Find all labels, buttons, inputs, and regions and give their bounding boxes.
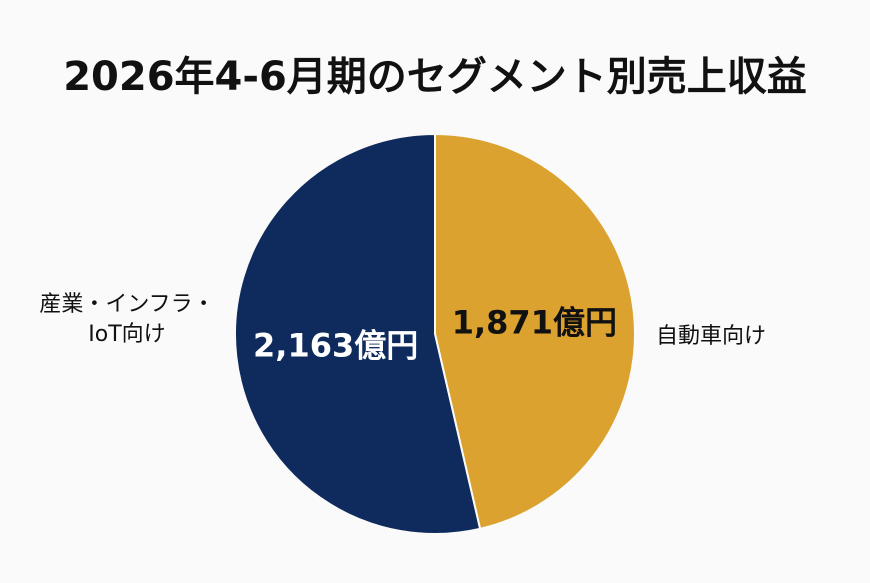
category-label-industrial-infra-iot: 産業・インフラ・ IoT向け [22,290,232,350]
category-label-line-2: IoT向け [88,322,166,347]
pie-slice-automotive [434,132,636,531]
value-label-industrial-infra-iot: 2,163億円 [253,326,418,364]
pie-slice-industrial-infra-iot [234,132,482,535]
value-label-automotive: 1,871億円 [452,304,617,342]
category-label-line-1: 産業・インフラ・ [39,292,215,317]
category-label-automotive: 自動車向け [656,322,816,352]
category-label-line-1: 自動車向け [656,324,767,349]
chart-title: 2026年4-6月期のセグメント別売上収益 [63,54,807,100]
